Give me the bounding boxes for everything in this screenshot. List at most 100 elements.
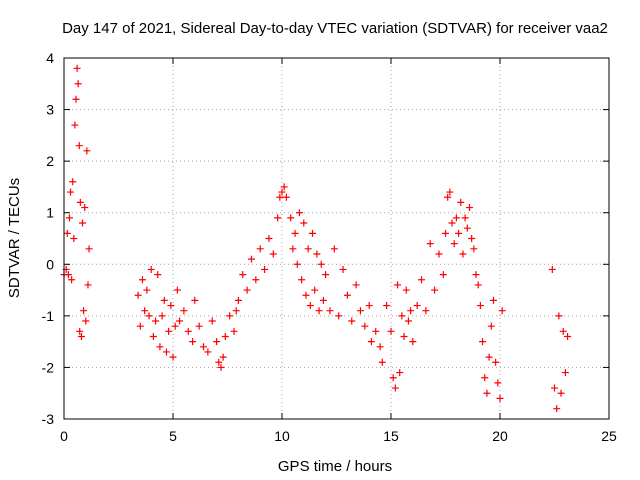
data-point [461, 214, 469, 222]
data-point [472, 271, 480, 279]
data-point [63, 229, 71, 237]
data-point [422, 307, 430, 315]
data-point [439, 271, 447, 279]
plot-frame [63, 57, 610, 420]
data-point [69, 178, 77, 186]
data-point [265, 235, 273, 242]
data-point [555, 312, 563, 320]
data-point [378, 358, 386, 366]
data-point [191, 296, 199, 304]
data-point [352, 281, 360, 289]
data-point [361, 322, 369, 330]
data-point [367, 338, 375, 346]
data-point [468, 235, 476, 242]
data-point [483, 389, 491, 397]
data-point [138, 276, 146, 284]
data-point [455, 229, 463, 237]
data-point [81, 204, 89, 212]
data-point [557, 389, 565, 397]
data-point [309, 229, 317, 237]
data-point [243, 286, 251, 294]
data-point [68, 276, 76, 284]
data-point [459, 250, 467, 258]
data-point [67, 188, 75, 196]
data-point [387, 327, 395, 335]
data-point [83, 147, 91, 155]
data-point [184, 327, 192, 335]
data-point [278, 188, 286, 196]
data-point [293, 260, 301, 268]
x-tick-label: 25 [601, 428, 617, 444]
y-tick-label: 0 [46, 256, 54, 272]
data-point [226, 312, 234, 320]
data-point [396, 369, 404, 377]
data-point [389, 374, 397, 382]
data-point [74, 80, 82, 88]
data-point [79, 219, 87, 227]
data-point [276, 193, 284, 201]
data-point [319, 296, 327, 304]
data-points [60, 64, 572, 413]
data-point [348, 317, 356, 325]
data-point [232, 307, 240, 315]
data-point [335, 312, 343, 320]
data-point [492, 358, 500, 366]
data-point [479, 338, 487, 346]
data-point [372, 327, 380, 335]
data-point [76, 198, 84, 206]
data-point [82, 317, 90, 325]
data-point [280, 183, 288, 191]
data-point [76, 327, 84, 335]
data-point [489, 296, 497, 304]
data-point [158, 312, 166, 320]
data-point [485, 353, 493, 361]
data-point [457, 198, 465, 206]
data-point [496, 394, 504, 402]
data-point [448, 219, 456, 227]
data-point [160, 296, 168, 304]
data-point [282, 193, 290, 201]
data-point [136, 322, 144, 330]
data-point [173, 286, 181, 294]
data-point [435, 250, 443, 258]
data-point [252, 276, 260, 284]
data-point [169, 353, 177, 361]
data-point [315, 307, 323, 315]
data-point [85, 245, 93, 253]
data-point [72, 95, 80, 103]
data-point [154, 271, 162, 279]
data-point [409, 338, 417, 346]
data-point [204, 348, 212, 356]
data-point [221, 332, 229, 340]
data-point [343, 291, 351, 299]
data-point [147, 265, 155, 273]
data-point [444, 193, 452, 201]
data-point [70, 235, 78, 242]
data-point [141, 307, 149, 315]
data-point [256, 245, 264, 253]
x-tick-label: 0 [60, 428, 68, 444]
data-point [171, 322, 179, 330]
data-point [476, 302, 484, 310]
data-point [391, 384, 399, 392]
data-point [65, 214, 73, 222]
data-point [365, 302, 373, 310]
y-tick-label: 2 [46, 153, 54, 169]
data-point [217, 363, 225, 371]
y-axis-label: SDTVAR / TECUs [6, 178, 23, 298]
data-point [330, 245, 338, 253]
y-tick-labels: -3 -2 -1 0 1 2 3 4 [42, 50, 55, 427]
data-point [176, 317, 184, 325]
data-point [165, 327, 173, 335]
data-point [313, 250, 321, 258]
data-point [180, 307, 188, 315]
data-point [356, 307, 364, 315]
data-point [77, 332, 85, 340]
data-point [402, 286, 410, 294]
data-point [548, 265, 556, 273]
data-point [152, 317, 160, 325]
data-point [149, 332, 157, 340]
data-point [400, 332, 408, 340]
data-point [442, 229, 449, 237]
